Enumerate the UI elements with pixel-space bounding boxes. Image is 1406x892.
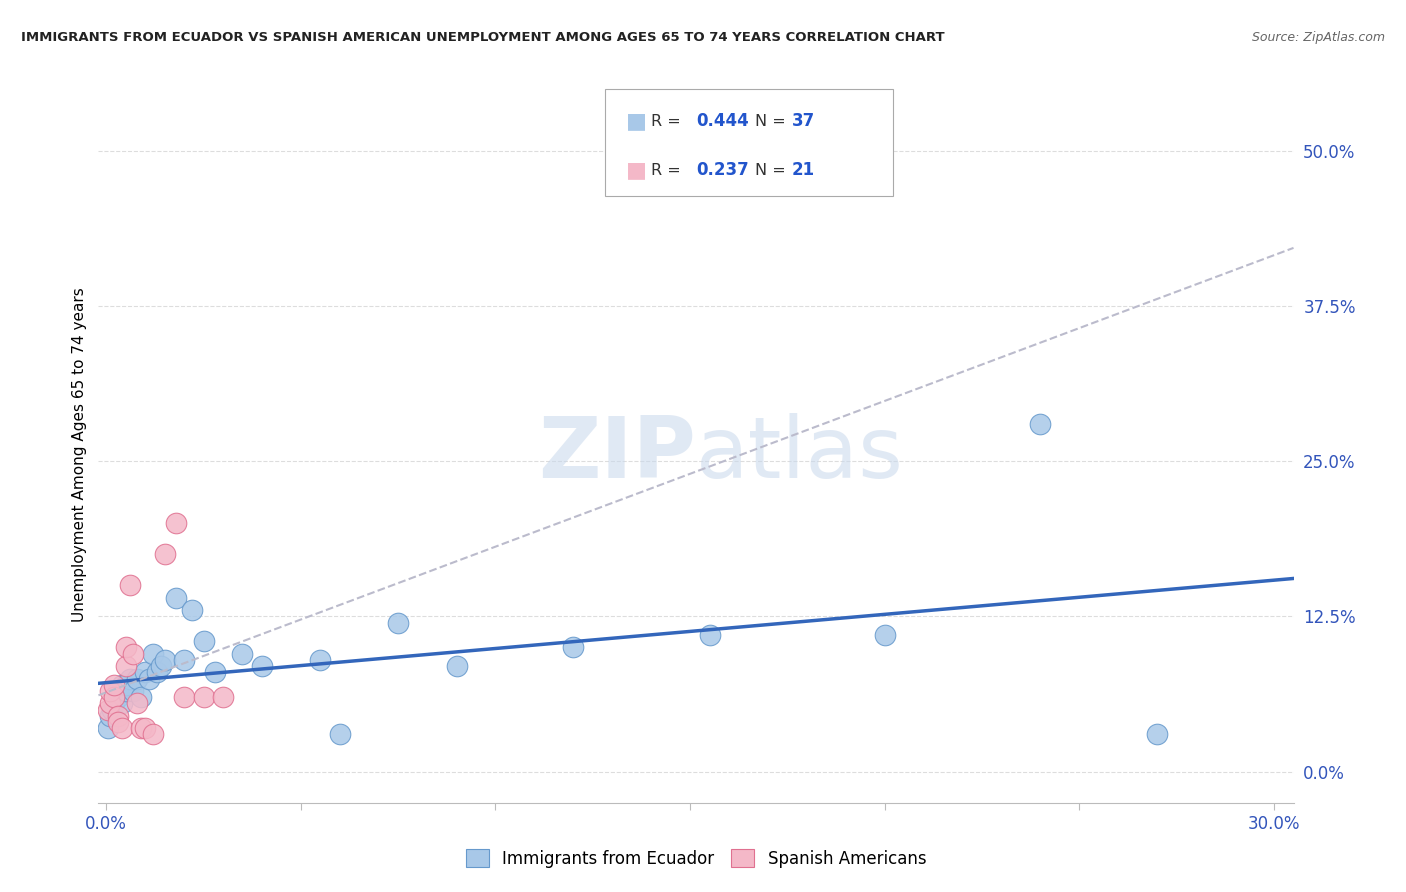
Point bbox=[107, 708, 129, 723]
Text: R =: R = bbox=[651, 162, 686, 178]
Point bbox=[122, 647, 145, 661]
Text: IMMIGRANTS FROM ECUADOR VS SPANISH AMERICAN UNEMPLOYMENT AMONG AGES 65 TO 74 YEA: IMMIGRANTS FROM ECUADOR VS SPANISH AMERI… bbox=[21, 31, 945, 45]
Point bbox=[122, 684, 145, 698]
Text: N =: N = bbox=[755, 162, 792, 178]
Point bbox=[101, 703, 124, 717]
Point bbox=[114, 640, 136, 655]
Text: atlas: atlas bbox=[696, 413, 904, 497]
Text: 21: 21 bbox=[792, 161, 814, 179]
Point bbox=[127, 672, 149, 686]
Point bbox=[193, 634, 215, 648]
Point bbox=[387, 615, 409, 630]
Point bbox=[204, 665, 226, 680]
Point bbox=[165, 516, 187, 531]
Text: R =: R = bbox=[651, 113, 686, 128]
Point bbox=[103, 697, 125, 711]
Point bbox=[107, 714, 129, 729]
Point bbox=[873, 628, 896, 642]
Point bbox=[329, 727, 352, 741]
Text: 37: 37 bbox=[792, 112, 815, 130]
Point bbox=[107, 690, 129, 705]
Point bbox=[173, 653, 195, 667]
Point bbox=[193, 690, 215, 705]
Point bbox=[1146, 727, 1168, 741]
Point bbox=[127, 697, 149, 711]
Point bbox=[97, 721, 120, 735]
Point bbox=[103, 690, 125, 705]
Point bbox=[250, 659, 273, 673]
Point bbox=[173, 690, 195, 705]
Point bbox=[309, 653, 332, 667]
Text: ■: ■ bbox=[626, 161, 647, 180]
Point bbox=[111, 697, 134, 711]
Point bbox=[114, 684, 136, 698]
Point bbox=[212, 690, 235, 705]
Text: Source: ZipAtlas.com: Source: ZipAtlas.com bbox=[1251, 31, 1385, 45]
Y-axis label: Unemployment Among Ages 65 to 74 years: Unemployment Among Ages 65 to 74 years bbox=[72, 287, 87, 623]
Text: ZIP: ZIP bbox=[538, 413, 696, 497]
Point bbox=[165, 591, 187, 605]
Point bbox=[149, 659, 172, 673]
Point bbox=[97, 703, 120, 717]
Point bbox=[98, 697, 121, 711]
Point bbox=[111, 721, 134, 735]
Text: ■: ■ bbox=[626, 112, 647, 131]
Point bbox=[134, 721, 156, 735]
Point bbox=[138, 672, 160, 686]
Point bbox=[107, 684, 129, 698]
Point bbox=[446, 659, 468, 673]
Point bbox=[231, 647, 253, 661]
Point bbox=[142, 727, 165, 741]
Text: 0.444: 0.444 bbox=[696, 112, 749, 130]
Point bbox=[562, 640, 585, 655]
Point bbox=[134, 665, 156, 680]
Text: 0.237: 0.237 bbox=[696, 161, 749, 179]
Point bbox=[180, 603, 202, 617]
Point bbox=[118, 578, 141, 592]
Point bbox=[114, 678, 136, 692]
Point bbox=[118, 672, 141, 686]
Point bbox=[146, 665, 169, 680]
Point bbox=[142, 647, 165, 661]
Point bbox=[129, 721, 152, 735]
Point bbox=[103, 690, 125, 705]
Point bbox=[129, 690, 152, 705]
Point bbox=[1029, 417, 1052, 431]
Point bbox=[111, 678, 134, 692]
Point bbox=[699, 628, 721, 642]
Text: N =: N = bbox=[755, 113, 792, 128]
Point bbox=[153, 653, 176, 667]
Legend: Immigrants from Ecuador, Spanish Americans: Immigrants from Ecuador, Spanish America… bbox=[458, 842, 934, 874]
Point bbox=[153, 547, 176, 561]
Point bbox=[98, 684, 121, 698]
Point bbox=[98, 708, 121, 723]
Point bbox=[114, 659, 136, 673]
Point bbox=[103, 678, 125, 692]
